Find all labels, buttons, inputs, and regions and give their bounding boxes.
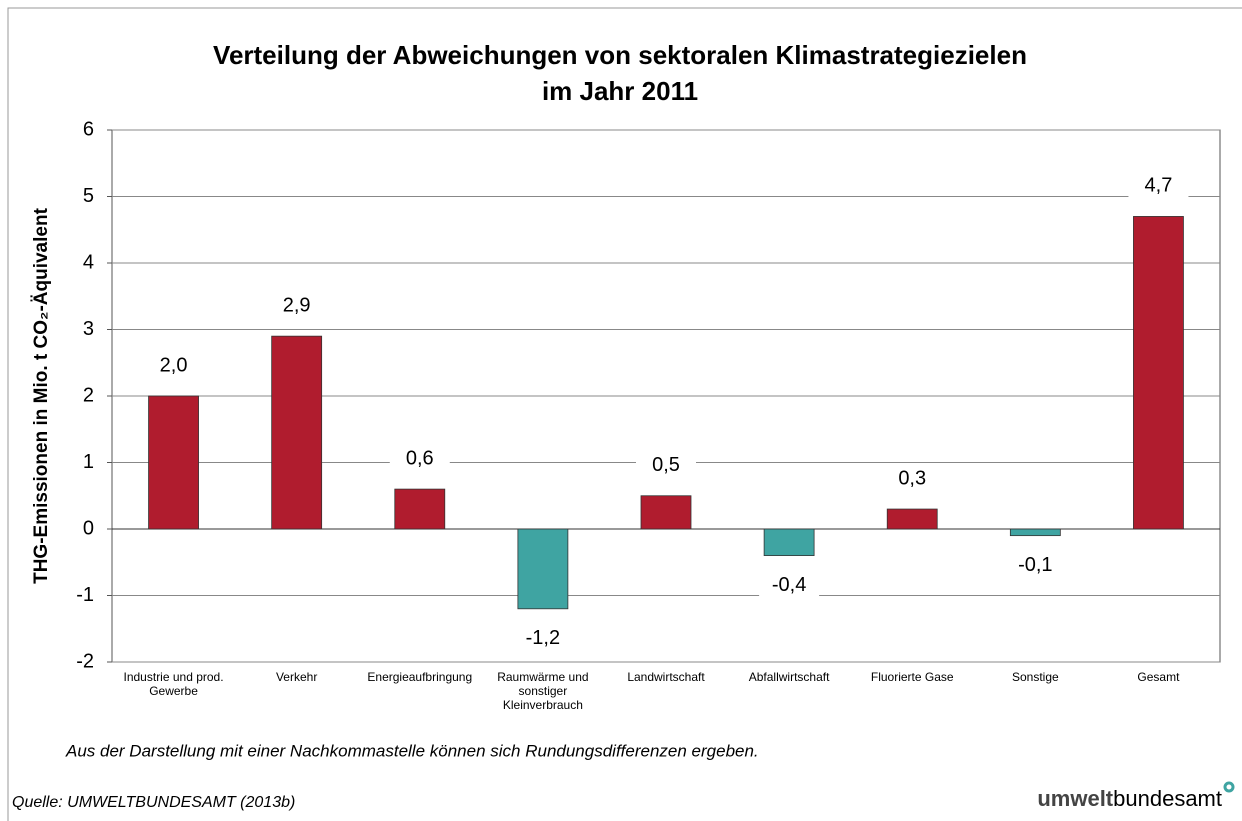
logo-regular: bundesamt — [1113, 786, 1222, 811]
value-label-bg — [636, 451, 696, 480]
x-tick-label: Energieaufbringung — [367, 670, 473, 684]
x-tick-label: Gesamt — [1137, 670, 1180, 684]
value-label-bg — [882, 465, 943, 494]
logo: umweltbundesamt — [1037, 786, 1222, 811]
x-tick-label: Sonstige — [1011, 670, 1059, 684]
value-label: 0,5 — [652, 454, 680, 476]
value-label-bg — [266, 292, 327, 321]
value-label: 0,6 — [406, 447, 434, 469]
bar — [148, 395, 199, 530]
value-label: -1,2 — [526, 627, 560, 649]
y-tick-label: 1 — [83, 451, 94, 473]
y-tick-label: 6 — [83, 118, 94, 140]
y-tick-label: -1 — [76, 584, 94, 606]
bar — [763, 528, 815, 557]
bar — [394, 488, 446, 530]
note: Aus der Darstellung mit einer Nachkommas… — [65, 741, 759, 760]
source: Quelle: UMWELTBUNDESAMT (2013b) — [12, 794, 295, 811]
y-tick-label: 3 — [83, 318, 94, 340]
value-label-bg — [389, 445, 450, 474]
value-label-bg — [1005, 551, 1066, 580]
y-tick-label: 2 — [83, 384, 94, 406]
value-label-bg — [759, 571, 820, 600]
x-tick-label: Verkehr — [275, 670, 318, 684]
y-tick-label: -2 — [76, 650, 94, 672]
bar — [271, 335, 323, 530]
x-tick-label: Fluorierte Gase — [870, 670, 954, 684]
chart-title: Verteilung der Abweichungen von sektoral… — [213, 40, 1027, 70]
value-label: 4,7 — [1145, 175, 1173, 197]
logo-dot — [1223, 781, 1235, 793]
x-tick-label: Raumwärme und sonstiger Kleinverbrauch — [497, 670, 589, 712]
value-label-bg — [1128, 172, 1189, 201]
value-label: -0,4 — [772, 574, 806, 596]
chart-title: im Jahr 2011 — [542, 76, 698, 106]
bar — [1133, 216, 1184, 530]
logo-bold: umwelt — [1037, 786, 1113, 811]
x-tick-label: Industrie und prod. Gewerbe — [123, 670, 224, 698]
frame — [7, 7, 1242, 821]
value-label: 2,9 — [283, 294, 311, 316]
value-label: 2,0 — [160, 354, 188, 376]
bar — [640, 495, 692, 530]
x-tick-label: Abfallwirtschaft — [748, 670, 830, 684]
y-tick-label: 4 — [83, 251, 94, 273]
value-label: 0,3 — [898, 467, 926, 489]
bar — [517, 528, 569, 610]
value-label: -0,1 — [1018, 554, 1052, 576]
x-tick-label: Landwirtschaft — [627, 670, 705, 684]
y-tick-label: 0 — [83, 517, 94, 539]
y-tick-label: 5 — [83, 185, 94, 207]
bar — [886, 508, 938, 530]
value-label-bg — [143, 352, 204, 380]
bar — [1009, 528, 1061, 537]
value-label-bg — [512, 624, 573, 653]
y-axis-label: THG-Emissionen in Mio. t CO₂-Äquivalent — [31, 207, 52, 583]
